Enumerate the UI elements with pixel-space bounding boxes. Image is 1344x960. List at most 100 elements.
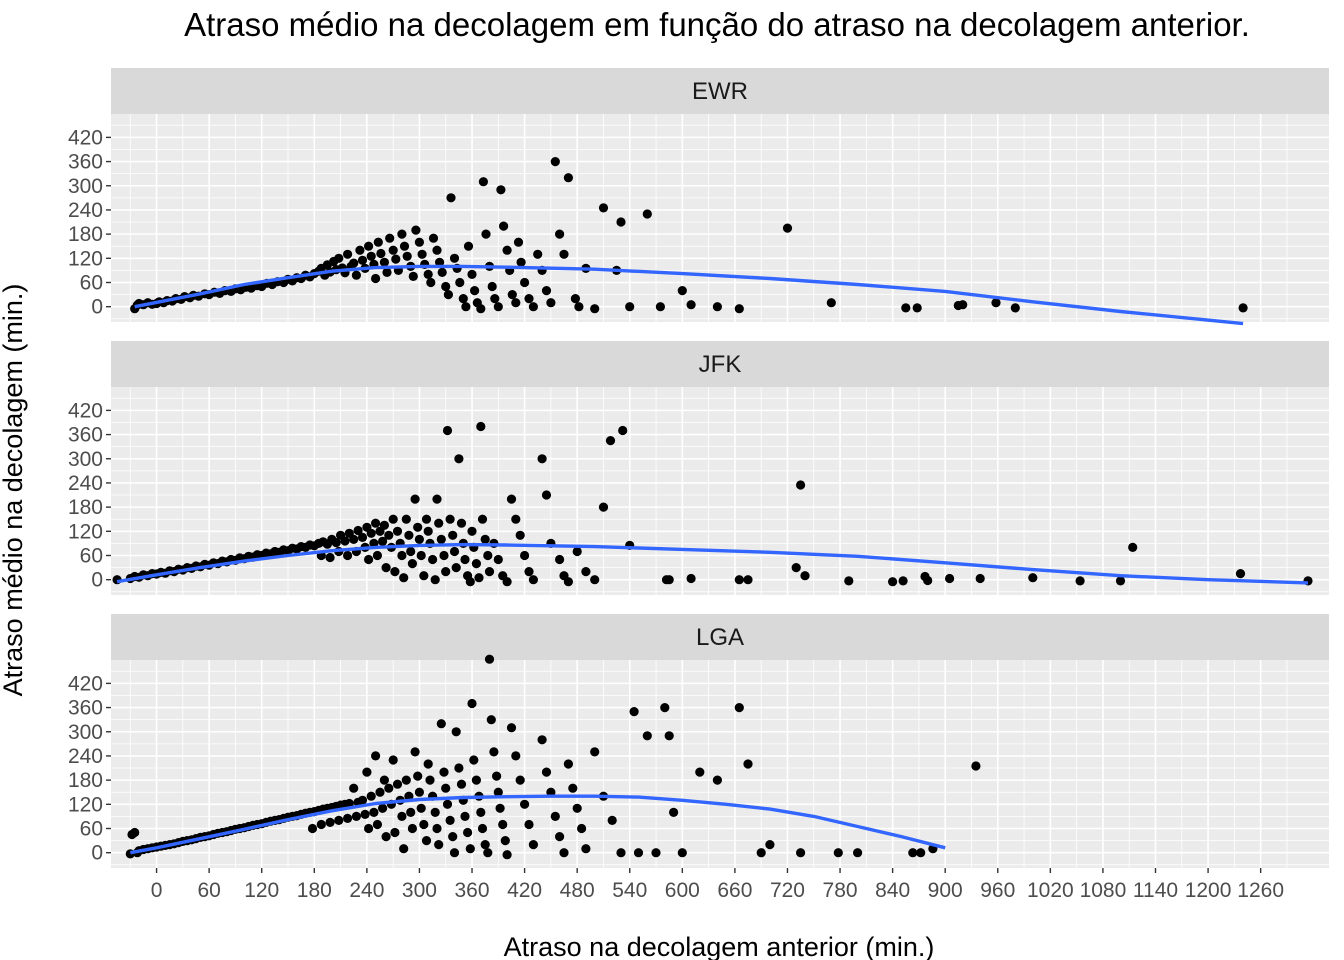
- data-point: [373, 237, 383, 247]
- data-point: [463, 827, 473, 838]
- data-point: [511, 298, 521, 308]
- data-point: [971, 761, 981, 771]
- data-point: [442, 799, 453, 809]
- data-point: [581, 567, 591, 577]
- data-point: [559, 249, 569, 259]
- data-point: [712, 775, 723, 785]
- data-point: [467, 269, 477, 279]
- data-point: [607, 815, 617, 826]
- data-point: [916, 848, 926, 858]
- data-point: [912, 303, 922, 313]
- x-tick-label: 360: [454, 879, 489, 902]
- data-point: [375, 787, 385, 797]
- data-point: [362, 767, 372, 777]
- data-point: [470, 286, 480, 296]
- data-point: [460, 554, 470, 565]
- data-point: [399, 844, 409, 854]
- data-point: [734, 703, 744, 713]
- data-point: [555, 229, 565, 239]
- data-point: [743, 575, 753, 585]
- data-point: [390, 827, 400, 838]
- panel-background: [111, 114, 1329, 322]
- data-point: [316, 819, 326, 830]
- data-point: [465, 577, 475, 587]
- y-tick-label: 300: [68, 721, 103, 744]
- data-point: [449, 546, 460, 557]
- data-point: [515, 530, 525, 540]
- data-point: [397, 811, 407, 822]
- data-point: [435, 257, 445, 267]
- data-point: [372, 819, 382, 830]
- data-point: [419, 819, 429, 830]
- data-point: [371, 273, 381, 284]
- data-point: [445, 815, 455, 826]
- data-point: [456, 518, 467, 528]
- data-point: [577, 823, 587, 834]
- data-point: [483, 848, 493, 858]
- data-point: [844, 576, 854, 586]
- data-point: [364, 241, 374, 251]
- data-point: [541, 490, 552, 500]
- data-point: [625, 302, 635, 312]
- data-point: [410, 494, 420, 504]
- data-point: [550, 811, 560, 822]
- data-point: [461, 302, 471, 312]
- data-point: [712, 302, 723, 312]
- data-point: [490, 294, 500, 304]
- strip-background: [111, 68, 1329, 114]
- data-point: [439, 550, 449, 561]
- data-point: [334, 253, 344, 263]
- data-point: [334, 815, 344, 826]
- data-point: [449, 253, 460, 263]
- data-point: [421, 514, 432, 524]
- data-point: [528, 575, 539, 585]
- chart-title: Atraso médio na decolagem em função do a…: [184, 6, 1250, 43]
- data-point: [408, 271, 418, 281]
- data-point: [484, 567, 495, 577]
- data-point: [901, 303, 911, 313]
- data-point: [432, 245, 442, 255]
- y-tick-label: 0: [91, 569, 103, 592]
- data-point: [357, 532, 368, 543]
- data-point: [349, 258, 359, 268]
- x-tick-label: 120: [244, 879, 279, 902]
- data-point: [524, 567, 534, 577]
- data-point: [357, 795, 368, 805]
- data-point: [441, 567, 451, 577]
- data-point: [651, 848, 661, 858]
- data-point: [443, 290, 453, 300]
- data-point: [486, 715, 496, 725]
- data-point: [325, 552, 335, 563]
- data-point: [381, 832, 391, 842]
- y-tick-label: 180: [68, 769, 103, 792]
- data-point: [355, 245, 365, 255]
- data-point: [360, 809, 370, 820]
- x-tick-label: 1020: [1027, 879, 1074, 902]
- data-point: [853, 848, 863, 858]
- data-point: [467, 698, 477, 709]
- data-point: [511, 751, 521, 761]
- data-point: [480, 840, 490, 850]
- data-point: [499, 221, 509, 231]
- data-point: [410, 747, 420, 757]
- data-point: [476, 421, 486, 432]
- data-point: [421, 836, 432, 846]
- data-point: [471, 775, 481, 785]
- data-point: [372, 550, 382, 561]
- data-point: [502, 850, 512, 860]
- data-point: [495, 803, 505, 813]
- data-point: [423, 526, 433, 536]
- data-point: [537, 454, 547, 464]
- data-point: [502, 577, 512, 587]
- data-point: [437, 267, 447, 277]
- data-point: [423, 269, 433, 279]
- data-point: [686, 300, 696, 310]
- data-point: [381, 563, 391, 573]
- data-point: [458, 294, 468, 304]
- data-point: [366, 528, 376, 538]
- data-point: [568, 783, 578, 793]
- data-point: [477, 823, 488, 834]
- data-point: [349, 534, 359, 545]
- data-point: [541, 767, 552, 777]
